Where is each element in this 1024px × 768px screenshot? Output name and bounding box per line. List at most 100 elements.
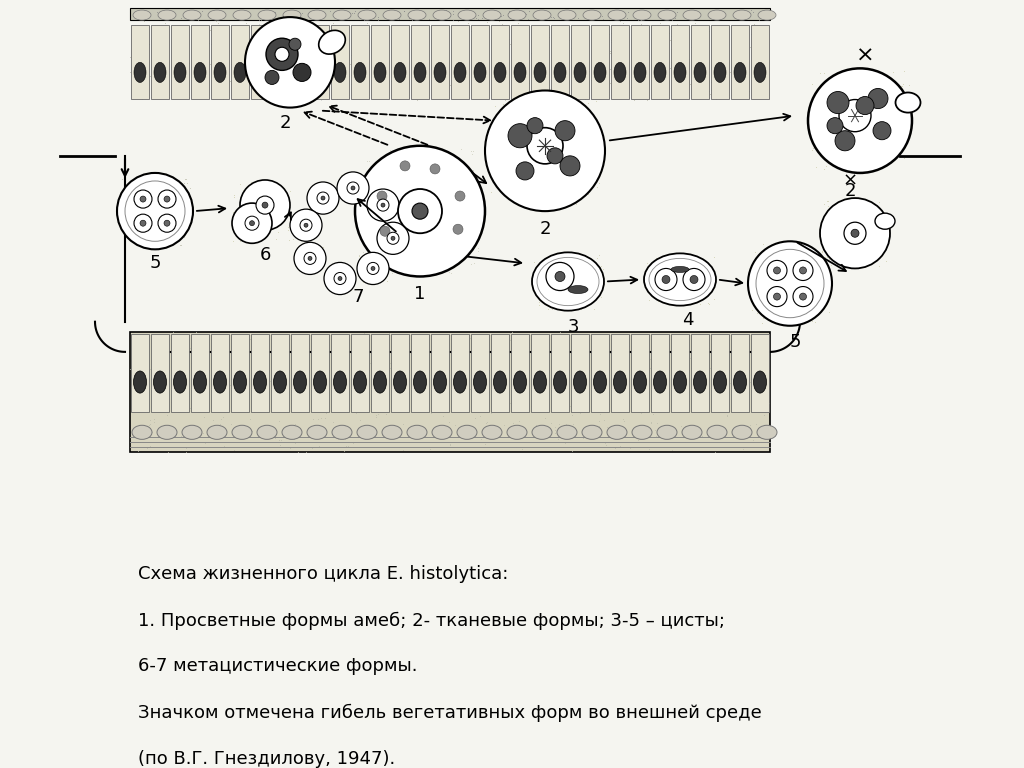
- Point: [330, 441, 346, 453]
- Point: [528, 425, 545, 438]
- Point: [507, 353, 523, 365]
- Point: [561, 261, 578, 273]
- Point: [550, 433, 566, 445]
- Point: [387, 196, 403, 208]
- Point: [575, 368, 592, 380]
- Point: [386, 197, 402, 210]
- Point: [415, 260, 431, 273]
- Point: [532, 258, 549, 270]
- Point: [124, 22, 140, 35]
- Point: [122, 51, 138, 64]
- Point: [374, 386, 390, 398]
- Point: [516, 71, 532, 84]
- Point: [580, 187, 596, 200]
- Point: [388, 234, 404, 247]
- Point: [271, 415, 288, 428]
- Point: [256, 200, 272, 212]
- Point: [652, 45, 669, 57]
- Bar: [291, 334, 309, 412]
- Point: [516, 45, 532, 58]
- Point: [597, 376, 613, 389]
- Text: 2: 2: [844, 182, 856, 200]
- Bar: [651, 334, 669, 412]
- Point: [336, 283, 352, 295]
- Point: [379, 23, 395, 35]
- Point: [378, 58, 394, 70]
- Point: [249, 55, 265, 68]
- Point: [158, 198, 174, 210]
- Point: [241, 206, 257, 218]
- Point: [567, 5, 584, 18]
- Point: [365, 259, 381, 271]
- Point: [623, 81, 639, 93]
- Point: [512, 344, 528, 356]
- Point: [266, 39, 283, 51]
- Point: [429, 210, 445, 223]
- Point: [337, 432, 353, 445]
- Circle shape: [317, 192, 329, 204]
- Point: [755, 44, 771, 56]
- Point: [478, 87, 495, 99]
- Ellipse shape: [674, 371, 686, 393]
- Point: [291, 424, 307, 436]
- Point: [441, 78, 458, 91]
- Point: [351, 250, 368, 262]
- Point: [526, 144, 543, 157]
- Point: [290, 205, 306, 217]
- Point: [374, 190, 390, 202]
- Point: [494, 164, 510, 177]
- Point: [739, 5, 756, 18]
- Point: [750, 256, 766, 268]
- Point: [718, 6, 734, 18]
- Point: [665, 286, 681, 298]
- Point: [389, 205, 406, 217]
- Point: [136, 15, 153, 28]
- Ellipse shape: [208, 10, 226, 20]
- Point: [315, 187, 332, 200]
- Point: [314, 91, 331, 104]
- Point: [297, 93, 313, 105]
- Point: [144, 182, 161, 194]
- Point: [621, 339, 637, 352]
- Point: [395, 79, 412, 91]
- Point: [400, 246, 417, 258]
- Point: [541, 31, 557, 43]
- Point: [500, 340, 516, 353]
- Point: [162, 198, 178, 210]
- Point: [744, 5, 761, 18]
- Point: [614, 371, 631, 383]
- Point: [367, 268, 383, 280]
- Point: [634, 11, 650, 23]
- Circle shape: [256, 196, 274, 214]
- Point: [285, 403, 301, 415]
- Circle shape: [856, 97, 874, 114]
- Bar: [731, 334, 749, 412]
- Point: [815, 136, 831, 148]
- Point: [667, 425, 683, 438]
- Point: [819, 239, 836, 251]
- Point: [243, 367, 259, 379]
- Point: [864, 206, 881, 218]
- Point: [146, 88, 163, 101]
- Point: [142, 237, 159, 250]
- Point: [749, 268, 765, 280]
- Point: [154, 228, 170, 240]
- Point: [715, 63, 731, 75]
- Ellipse shape: [254, 371, 266, 393]
- Point: [133, 187, 150, 200]
- Point: [732, 9, 749, 22]
- Point: [138, 7, 155, 19]
- Point: [166, 181, 182, 194]
- Ellipse shape: [483, 10, 501, 20]
- Point: [695, 385, 712, 397]
- Point: [233, 208, 250, 220]
- Ellipse shape: [671, 266, 689, 273]
- Point: [283, 366, 299, 379]
- Ellipse shape: [282, 425, 302, 439]
- Point: [850, 219, 866, 231]
- Bar: [411, 334, 429, 412]
- Point: [216, 440, 232, 452]
- Point: [370, 185, 386, 197]
- Point: [386, 230, 402, 242]
- Point: [813, 120, 829, 132]
